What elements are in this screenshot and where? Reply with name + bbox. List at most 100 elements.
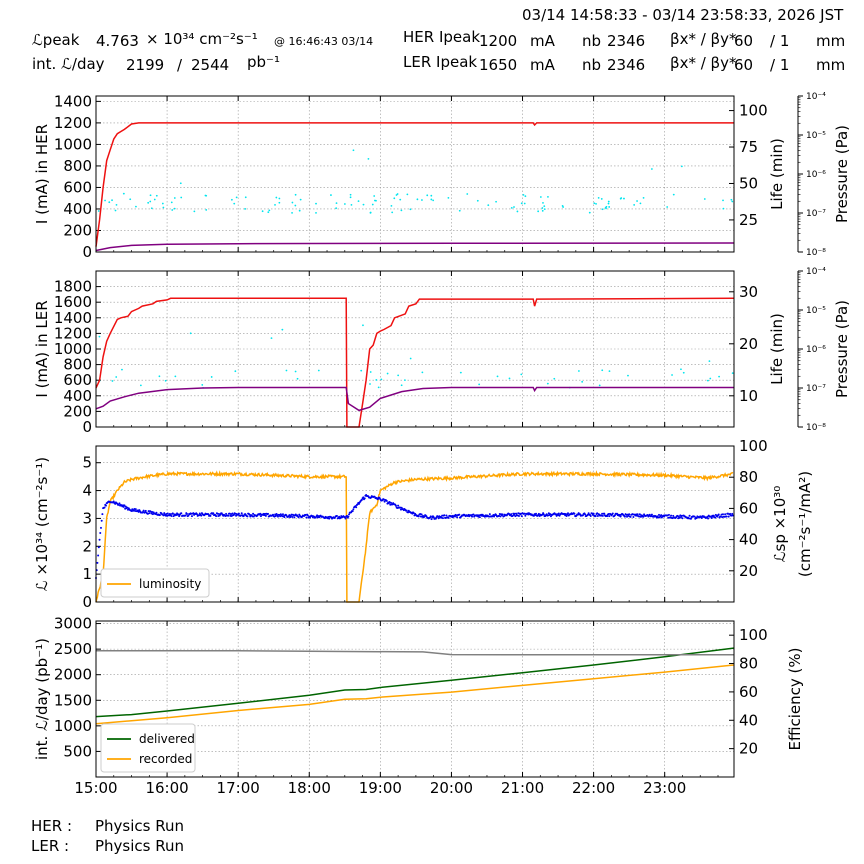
intl-label: int. ℒ/day xyxy=(32,55,105,73)
pressure-point xyxy=(400,209,403,212)
specific-lumi-point xyxy=(166,512,169,515)
specific-lumi-point xyxy=(717,513,720,516)
pressure-point xyxy=(122,192,125,195)
pressure-point xyxy=(139,384,142,387)
specific-lumi-point xyxy=(251,515,254,518)
pressure-point xyxy=(722,199,724,202)
specific-lumi-point xyxy=(642,515,645,518)
specific-lumi-point xyxy=(246,515,249,518)
specific-lumi-point xyxy=(689,517,692,520)
y2-tick-label: 40 xyxy=(739,711,758,729)
specific-lumi-point xyxy=(274,515,277,518)
lpeak-unit: × 10³⁴ cm⁻²s⁻¹ xyxy=(146,30,258,48)
pressure-point xyxy=(367,157,370,160)
y-tick-label: 3000 xyxy=(54,615,92,633)
specific-lumi-point xyxy=(554,513,557,516)
pressure-point xyxy=(623,197,625,200)
specific-lumi-point xyxy=(240,512,243,515)
pressure-point xyxy=(278,197,281,200)
pressure-tick-label: 10⁻⁸ xyxy=(806,423,826,433)
pressure-point xyxy=(111,380,114,382)
pressure-point xyxy=(508,377,511,380)
specific-lumi-point xyxy=(596,515,599,518)
pressure-point xyxy=(409,208,412,211)
specific-lumi-point xyxy=(195,513,198,516)
x-tick-label: 18:00 xyxy=(288,779,331,797)
pressure-point xyxy=(180,196,183,199)
specific-lumi-point xyxy=(283,516,286,519)
specific-lumi-point xyxy=(293,516,296,519)
her-peak-value: 1200 xyxy=(479,32,518,50)
pressure-point xyxy=(722,207,725,210)
y-axis-label: I (mA) in LER xyxy=(33,300,51,397)
her-peak-label: HER Ipeak xyxy=(403,28,480,46)
y2-tick-label: 60 xyxy=(739,683,758,701)
y2-tick-label: 60 xyxy=(739,499,758,517)
ler-nb-label: nb xyxy=(582,56,602,74)
pressure-point xyxy=(466,193,469,195)
specific-lumi-point xyxy=(305,516,308,519)
specific-lumi-point xyxy=(423,515,426,518)
specific-lumi-point xyxy=(587,512,590,515)
pressure-point xyxy=(633,204,636,206)
pressure-point xyxy=(275,196,278,199)
pressure-point xyxy=(671,374,673,376)
plot-frame xyxy=(95,620,735,778)
specific-lumi-point xyxy=(601,514,604,517)
pressure-point xyxy=(201,384,204,386)
y-tick-label: 600 xyxy=(63,178,92,196)
pressure-point xyxy=(244,196,247,199)
specific-lumi-point xyxy=(163,512,166,515)
pressure-point xyxy=(546,382,549,385)
specific-lumi-point xyxy=(721,513,724,516)
pressure-point xyxy=(682,371,685,374)
specific-lumi-point xyxy=(348,513,351,516)
pressure-point xyxy=(193,210,196,213)
specific-lumi-point xyxy=(541,513,544,516)
specific-lumi-point xyxy=(215,515,218,518)
pressure-point xyxy=(278,201,281,204)
x-tick-label: 16:00 xyxy=(145,779,188,797)
ler-beta-label: βx* / βy* xyxy=(670,54,737,72)
x-tick-label: 17:00 xyxy=(217,779,260,797)
pressure-point xyxy=(430,198,433,201)
specific-lumi-point xyxy=(237,512,240,515)
series-line-series-2 xyxy=(96,650,734,656)
specific-lumi-point xyxy=(592,512,595,515)
specific-lumi-point xyxy=(608,515,611,518)
plot-frame xyxy=(95,95,735,253)
pressure-point xyxy=(281,328,284,331)
pressure-point xyxy=(522,193,525,196)
specific-lumi-point xyxy=(288,514,291,517)
pressure-point xyxy=(291,211,293,214)
y2-axis-unit: (cm⁻²s⁻¹/mA²) xyxy=(796,471,814,577)
pressure-point xyxy=(179,182,182,185)
pressure-point xyxy=(294,370,297,373)
pressure-point xyxy=(369,371,372,373)
specific-lumi-point xyxy=(731,514,734,517)
specific-lumi-point xyxy=(667,513,670,516)
pressure-point xyxy=(170,201,173,204)
pressure-point xyxy=(377,386,380,389)
specific-lumi-point xyxy=(252,512,255,515)
specific-lumi-point xyxy=(123,504,126,507)
pressure-point xyxy=(478,383,481,386)
specific-lumi-point xyxy=(724,513,727,516)
pressure-tick-label: 10⁻⁷ xyxy=(806,209,826,219)
specific-lumi-point xyxy=(443,514,446,517)
y-tick-label: 600 xyxy=(63,371,92,389)
specific-lumi-point xyxy=(363,497,366,500)
ler-peak-unit: mA xyxy=(530,56,555,74)
pressure-point xyxy=(399,198,402,201)
pressure-point xyxy=(396,193,399,195)
pressure-point xyxy=(204,194,207,197)
y2-tick-label: 80 xyxy=(739,655,758,673)
ler-beta-unit: mm xyxy=(816,56,846,74)
pressure-point xyxy=(274,203,276,206)
y2-tick-label: 25 xyxy=(739,211,758,229)
pressure-point xyxy=(108,201,111,204)
pressure-point xyxy=(459,371,462,374)
y2-tick-label: 100 xyxy=(739,437,768,455)
specific-lumi-point xyxy=(235,514,238,517)
y2-axis-label: ℒsp ×10³⁰ xyxy=(771,486,789,563)
